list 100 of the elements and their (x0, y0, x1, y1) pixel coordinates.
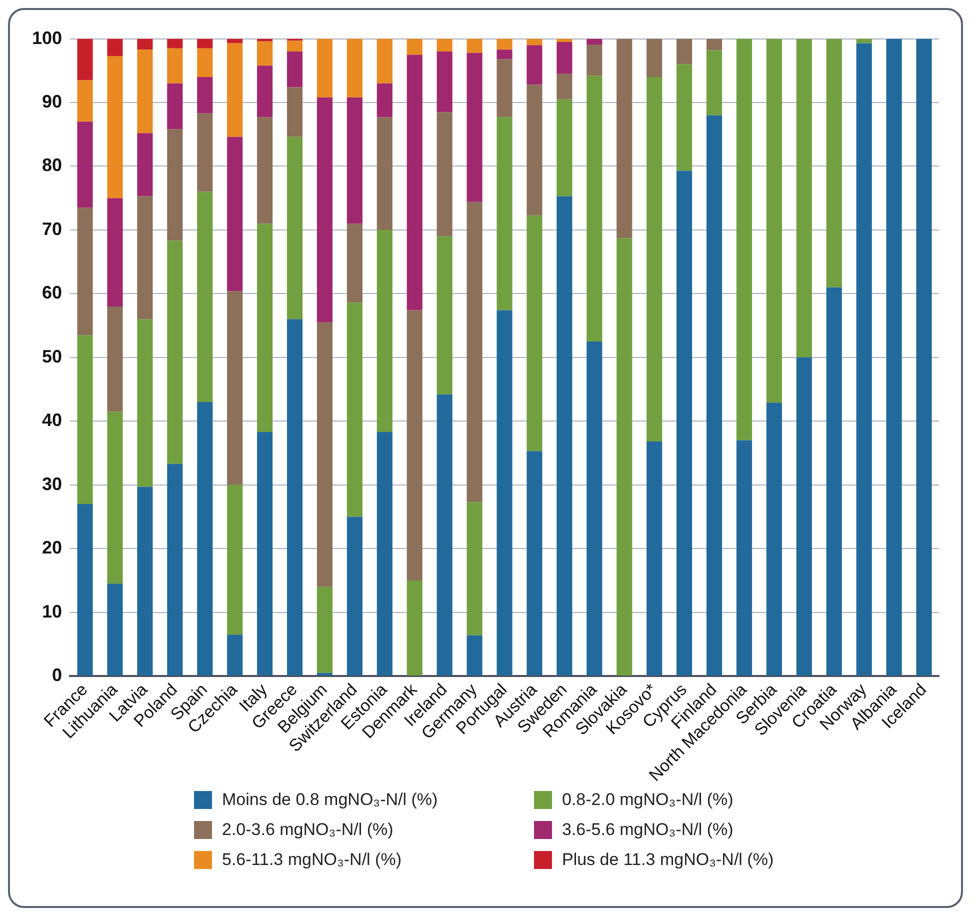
bar (406, 54, 422, 310)
y-tick-label: 100 (32, 28, 62, 48)
bar (706, 115, 722, 676)
bar (466, 502, 482, 636)
bar (286, 136, 303, 320)
bar (257, 224, 273, 432)
bar (586, 341, 602, 676)
bar (107, 38, 123, 56)
y-tick-label: 20 (42, 538, 62, 558)
bar (346, 224, 362, 303)
bar (436, 52, 452, 112)
y-tick-label: 80 (42, 155, 62, 176)
legend-label: 5.6-11.3 mgNO₃-N/l (%) (222, 850, 402, 870)
bar (316, 322, 333, 587)
bar (706, 38, 722, 50)
y-tick-label: 70 (42, 218, 62, 239)
bar (736, 38, 752, 440)
y-tick-label: 30 (42, 474, 62, 494)
bar (167, 38, 183, 48)
y-tick-label: 90 (42, 91, 62, 112)
bar (436, 394, 452, 676)
bar (77, 335, 93, 504)
bar (466, 52, 482, 202)
legend-label: 2.0-3.6 mgNO₃-N/l (%) (222, 820, 394, 840)
bar (466, 38, 482, 53)
bar (796, 38, 812, 358)
bar (526, 84, 542, 216)
bar (227, 136, 243, 292)
bar (77, 38, 93, 80)
bar (227, 634, 243, 676)
bar (586, 38, 602, 45)
bar (167, 240, 183, 464)
bar (167, 129, 183, 241)
bar (167, 464, 183, 676)
bar (376, 117, 392, 230)
bar (227, 43, 243, 137)
bar (286, 319, 303, 676)
bar (137, 486, 153, 676)
bar (856, 38, 872, 44)
bar (556, 74, 572, 100)
bar (436, 236, 452, 394)
bar (466, 635, 482, 676)
bar (346, 38, 362, 98)
bar (526, 45, 542, 85)
bar (496, 59, 512, 118)
legend-label: 3.6-5.6 mgNO₃-N/l (%) (562, 820, 734, 840)
y-tick-label: 60 (42, 282, 62, 303)
bar (466, 202, 482, 502)
bar (496, 50, 512, 60)
bar (556, 42, 572, 74)
bar (646, 77, 662, 442)
bar (257, 66, 273, 118)
bar (316, 672, 333, 676)
bar (436, 38, 452, 52)
bar (826, 38, 842, 288)
bar (496, 38, 512, 50)
bar (286, 52, 303, 88)
bar (257, 41, 273, 66)
bar (586, 44, 602, 76)
bar (257, 117, 273, 224)
bar (826, 287, 842, 676)
bar (227, 38, 243, 44)
bar (346, 97, 362, 224)
bar (376, 230, 392, 432)
bar (556, 196, 572, 676)
y-tick-label: 10 (42, 601, 62, 622)
bar (197, 77, 213, 114)
bar (676, 38, 692, 64)
bar (526, 215, 542, 452)
bar (77, 80, 93, 122)
bar (766, 38, 782, 403)
bar (496, 117, 512, 310)
bar (556, 38, 572, 42)
bar (436, 112, 452, 236)
bar (916, 38, 932, 676)
bar (107, 412, 123, 584)
bar (586, 76, 602, 342)
bar (286, 87, 303, 137)
legend-label: Moins de 0.8 mgNO₃-N/l (%) (222, 790, 438, 810)
bar (167, 83, 183, 130)
bar (257, 38, 273, 42)
bar (197, 48, 213, 78)
bar (316, 97, 333, 322)
bar (406, 38, 422, 55)
bar (616, 238, 632, 676)
bar (107, 584, 123, 676)
bar (346, 302, 362, 517)
bar (676, 64, 692, 171)
bar (856, 43, 872, 676)
bar (77, 208, 93, 336)
bar (107, 198, 123, 306)
bar (406, 580, 422, 676)
bar (77, 122, 93, 208)
bar (137, 133, 153, 196)
bar (886, 38, 902, 676)
bar (736, 440, 752, 676)
bar (197, 402, 213, 676)
bar (766, 402, 782, 676)
bar (227, 291, 243, 485)
bar (107, 306, 123, 412)
